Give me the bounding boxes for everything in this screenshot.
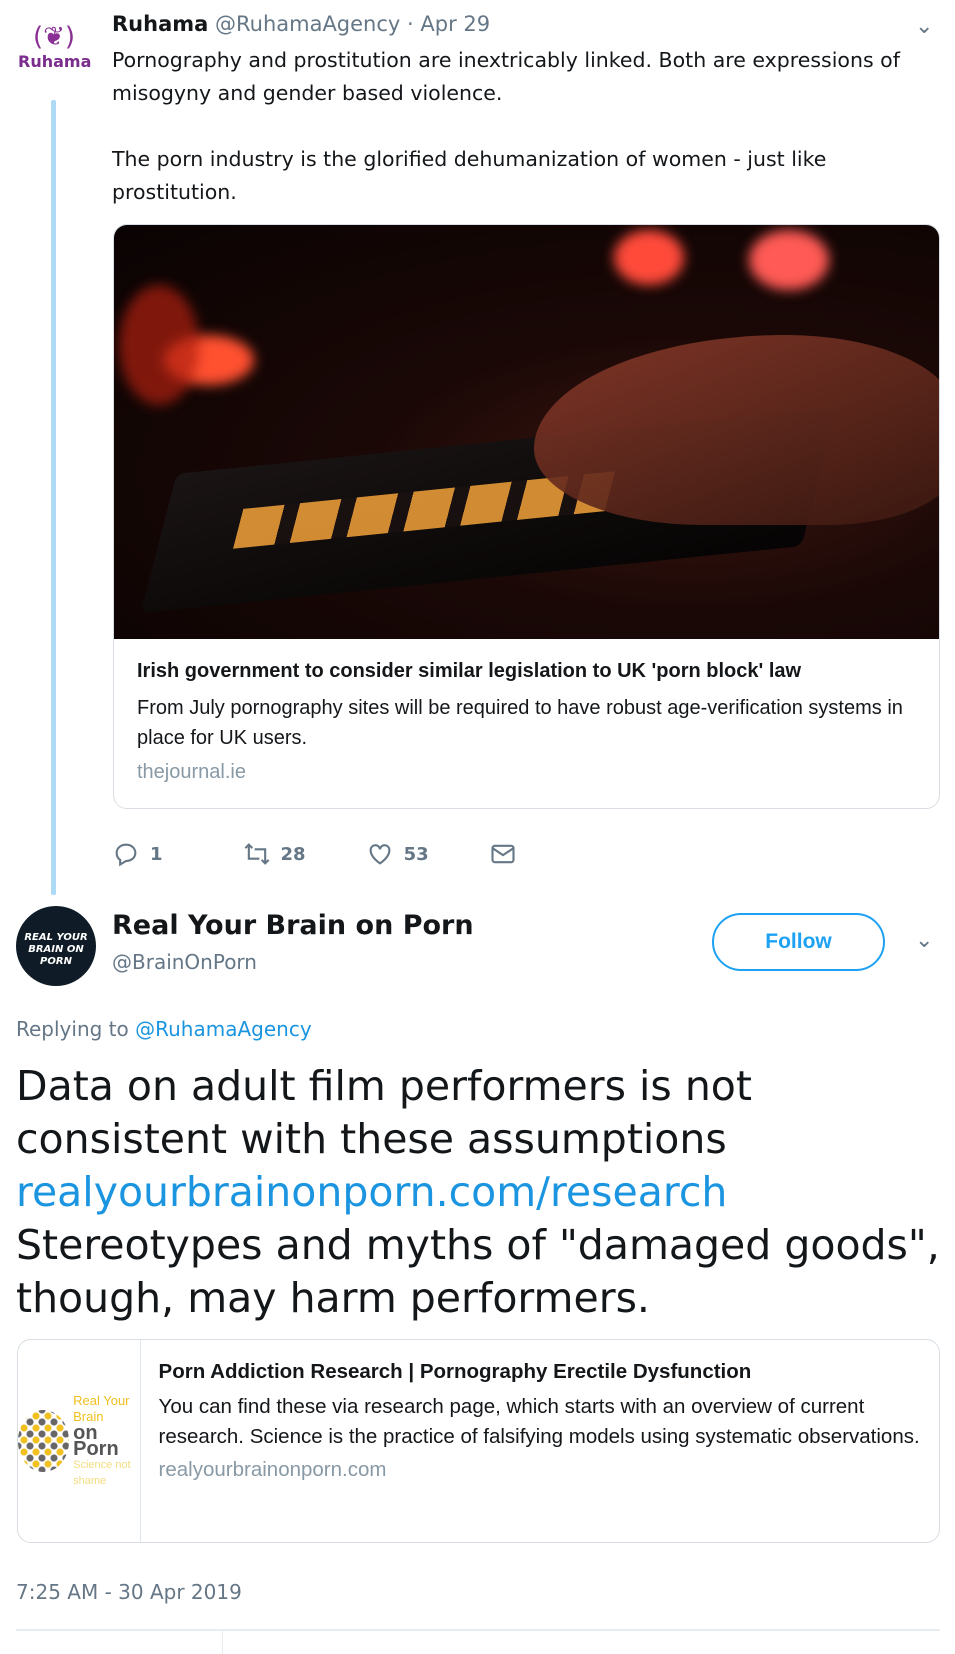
tweet-text: Data on adult film performers is not con… bbox=[16, 1062, 940, 1322]
ruhama-logo-icon: (❦) bbox=[32, 22, 76, 52]
heart-icon bbox=[369, 844, 390, 865]
reply-icon bbox=[115, 843, 137, 867]
brain-logo-icon bbox=[18, 1410, 70, 1472]
tweet-text: Pornography and prostitution are inextri… bbox=[112, 48, 900, 204]
divider bbox=[222, 1631, 223, 1654]
link-card[interactable]: Irish government to consider similar leg… bbox=[113, 224, 940, 809]
author-name[interactable]: Ruhama bbox=[112, 12, 209, 36]
envelope-icon bbox=[491, 844, 515, 864]
tweet-header: Ruhama @RuhamaAgency · Apr 29 bbox=[112, 12, 490, 36]
chevron-down-icon[interactable]: ⌄ bbox=[915, 14, 934, 39]
author-handle[interactable]: @BrainOnPorn bbox=[112, 950, 257, 974]
card-title: Porn Addiction Research | Pornography Er… bbox=[158, 1360, 752, 1383]
author-name[interactable]: Real Your Brain on Porn bbox=[112, 910, 474, 941]
author-handle[interactable]: @RuhamaAgency bbox=[214, 12, 401, 36]
like-button[interactable]: 53 bbox=[366, 840, 429, 868]
thread-line bbox=[51, 100, 56, 895]
retweet-icon bbox=[244, 843, 269, 865]
tweet-timestamp[interactable]: 7:25 AM - 30 Apr 2019 bbox=[16, 1580, 242, 1604]
card-logo: Real Your Brain on Porn Science not sham… bbox=[18, 1340, 141, 1542]
replying-to: Replying to @RuhamaAgency bbox=[16, 1017, 312, 1041]
research-link[interactable]: realyourbrainonporn.com/research bbox=[16, 1168, 728, 1216]
retweet-button[interactable]: 28 bbox=[243, 840, 306, 868]
card-domain: thejournal.ie bbox=[137, 761, 246, 783]
card-domain: realyourbrainonporn.com bbox=[158, 1458, 387, 1481]
reply-button[interactable]: 1 bbox=[112, 840, 163, 868]
chevron-down-icon[interactable]: ⌄ bbox=[915, 928, 934, 953]
link-card[interactable]: Real Your Brain on Porn Science not sham… bbox=[17, 1339, 940, 1543]
card-image bbox=[114, 225, 939, 639]
replying-handle-link[interactable]: @RuhamaAgency bbox=[135, 1017, 312, 1041]
follow-button[interactable]: Follow bbox=[712, 913, 885, 971]
card-description: From July pornography sites will be requ… bbox=[137, 697, 903, 749]
card-description: You can find these via research page, wh… bbox=[158, 1395, 920, 1448]
avatar-ruhama[interactable]: (❦) Ruhama bbox=[18, 22, 92, 71]
tweet-date[interactable]: · Apr 29 bbox=[407, 12, 491, 36]
card-title: Irish government to consider similar leg… bbox=[137, 660, 802, 682]
dm-button[interactable] bbox=[489, 840, 517, 868]
divider bbox=[16, 1629, 940, 1631]
tweet-actions: 1 28 53 bbox=[112, 840, 567, 868]
avatar-brainonporn[interactable]: REAL YOUR BRAIN ON PORN bbox=[16, 906, 96, 986]
